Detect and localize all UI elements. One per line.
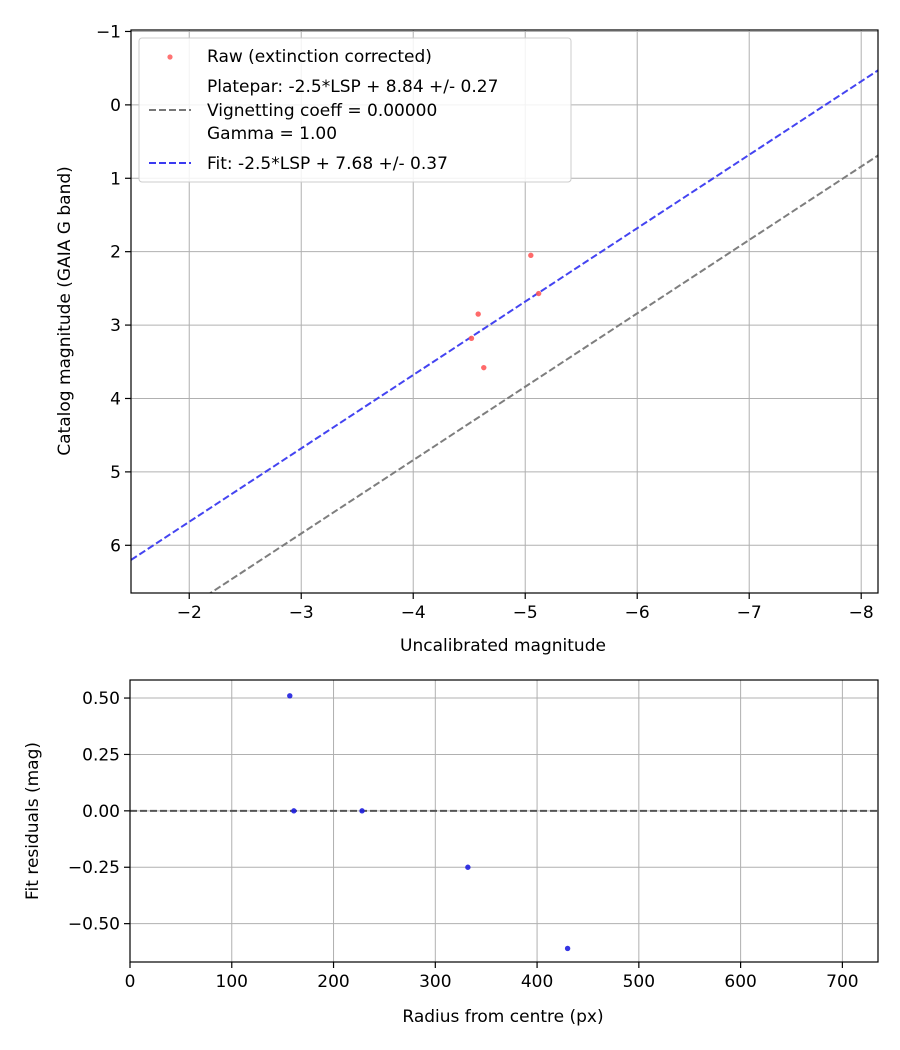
y-tick-label: 0.50: [82, 689, 120, 709]
y-tick-label: 6: [110, 536, 121, 556]
legend-box: [138, 37, 572, 183]
y-axis-label: Fit residuals (mag): [23, 742, 43, 900]
data-points: [468, 252, 542, 371]
x-tick-label: 700: [826, 972, 858, 992]
plot-frame: [130, 29, 879, 594]
x-tick-label: 200: [317, 972, 349, 992]
x-tick-label: −5: [513, 603, 538, 623]
x-ticks: 0 100 200 300 400 500 600 700: [125, 962, 859, 992]
y-tick-label: 2: [110, 243, 121, 263]
data-point: [287, 693, 293, 699]
y-tick-label: 5: [110, 463, 121, 483]
x-tick-label: 400: [521, 972, 553, 992]
legend-gamma-label: Gamma = 1.00: [207, 124, 337, 144]
legend-raw-label: Raw (extinction corrected): [207, 47, 432, 67]
data-point: [475, 311, 481, 317]
y-tick-label: −0.50: [68, 915, 120, 935]
x-ticks: −2 −3 −4 −5 −6 −7 −8: [177, 593, 874, 623]
x-tick-label: −8: [849, 603, 874, 623]
plot-area: [130, 680, 878, 962]
fit-line: [131, 69, 878, 561]
x-tick-label: 100: [216, 972, 248, 992]
y-tick-label: 4: [110, 389, 121, 409]
x-axis-label: Uncalibrated magnitude: [400, 636, 606, 656]
legend-raw-marker: [167, 54, 173, 60]
x-tick-label: 500: [623, 972, 655, 992]
legend-fit-label: Fit: -2.5*LSP + 7.68 +/- 0.37: [207, 154, 448, 174]
fit-lines: [131, 69, 878, 593]
data-point: [465, 864, 471, 870]
residuals-plot: 0 100 200 300 400 500 600 700 0.50 0.25 0.00 −0.25…: [23, 679, 879, 1027]
x-tick-label: −4: [401, 603, 426, 623]
data-point: [468, 335, 475, 341]
data-point: [535, 290, 542, 297]
y-axis-label: Catalog magnitude (GAIA G band): [55, 166, 75, 456]
data-point: [291, 808, 297, 814]
x-tick-label: 300: [419, 972, 451, 992]
platepar-line: [208, 154, 878, 593]
legend-vignetting-label: Vignetting coeff = 0.00000: [207, 101, 437, 121]
legend: Raw (extinction corrected) Platepar: -2.…: [138, 37, 572, 183]
x-tick-label: −3: [289, 603, 314, 623]
x-tick-label: 600: [724, 972, 756, 992]
x-axis-label: Radius from centre (px): [402, 1007, 603, 1027]
data-points: [287, 693, 571, 952]
y-tick-label: −0.25: [68, 858, 120, 878]
data-point: [564, 945, 571, 952]
data-point: [528, 252, 534, 259]
y-tick-label: 0.25: [82, 745, 120, 765]
x-tick-label: 0: [125, 972, 136, 992]
x-tick-label: −2: [177, 603, 202, 623]
y-tick-label: 1: [110, 169, 121, 189]
y-tick-label: 0: [110, 96, 121, 116]
y-tick-label: 3: [110, 316, 121, 336]
y-tick-label: −1: [96, 22, 121, 42]
data-point: [481, 364, 487, 371]
x-tick-label: −6: [625, 603, 650, 623]
x-tick-label: −7: [737, 603, 762, 623]
calibration-plot: −2 −3 −4 −5 −6 −7 −8 −1 0 1 2 3 4 5 6 Uncalibrated ma…: [55, 22, 879, 656]
y-ticks: −1 0 1 2 3 4 5 6: [96, 22, 131, 556]
y-tick-label: 0.00: [82, 802, 120, 822]
plot-frame: [129, 679, 879, 963]
data-point: [359, 808, 365, 814]
legend-platepar-label: Platepar: -2.5*LSP + 8.84 +/- 0.27: [207, 77, 498, 97]
y-ticks: 0.50 0.25 0.00 −0.25 −0.50: [68, 689, 130, 935]
